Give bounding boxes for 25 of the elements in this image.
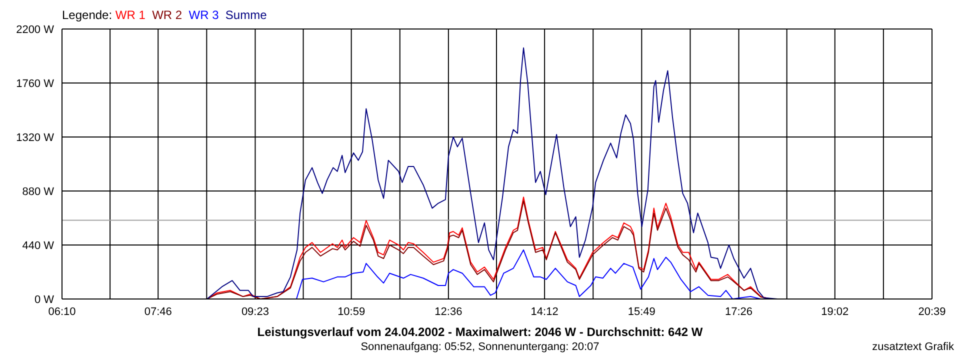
y-tick-label: 880 W xyxy=(22,186,55,198)
x-tick-label: 17:26 xyxy=(725,306,753,318)
text: WR 3 xyxy=(188,8,220,22)
y-tick-label: 0 W xyxy=(34,294,55,306)
y-tick-label: 440 W xyxy=(22,240,55,252)
text: Sonnenaufgang: 05:52, Sonnenuntergang: 20:07 xyxy=(360,341,600,353)
y-tick-label: 1320 W xyxy=(16,132,55,144)
x-tick-label: 09:23 xyxy=(241,306,269,318)
text: Leistungsverlauf vom 24.04.2002 - Maximalwert: 2046 W - Durchschnitt: 642 W xyxy=(256,325,704,339)
y-tick-label: 1760 W xyxy=(16,78,55,90)
text: Summe xyxy=(225,8,267,22)
x-tick-label: 12:36 xyxy=(434,306,462,318)
line-series xyxy=(296,249,762,299)
text: zusatztext Grafik xyxy=(872,341,954,353)
x-tick-label: 20:39 xyxy=(918,306,946,318)
x-tick-label: 19:02 xyxy=(821,306,849,318)
text: WR 1 xyxy=(115,8,146,22)
x-tick-label: 14:12 xyxy=(530,306,558,318)
x-tick-label: 15:49 xyxy=(628,306,656,318)
x-tick-label: 10:59 xyxy=(338,306,366,318)
legend-title: Legende: xyxy=(62,8,114,22)
text: WR 2 xyxy=(152,8,184,22)
y-tick-label: 2200 W xyxy=(16,24,55,36)
x-tick-label: 06:10 xyxy=(48,306,76,318)
x-tick-label: 07:46 xyxy=(144,306,172,318)
